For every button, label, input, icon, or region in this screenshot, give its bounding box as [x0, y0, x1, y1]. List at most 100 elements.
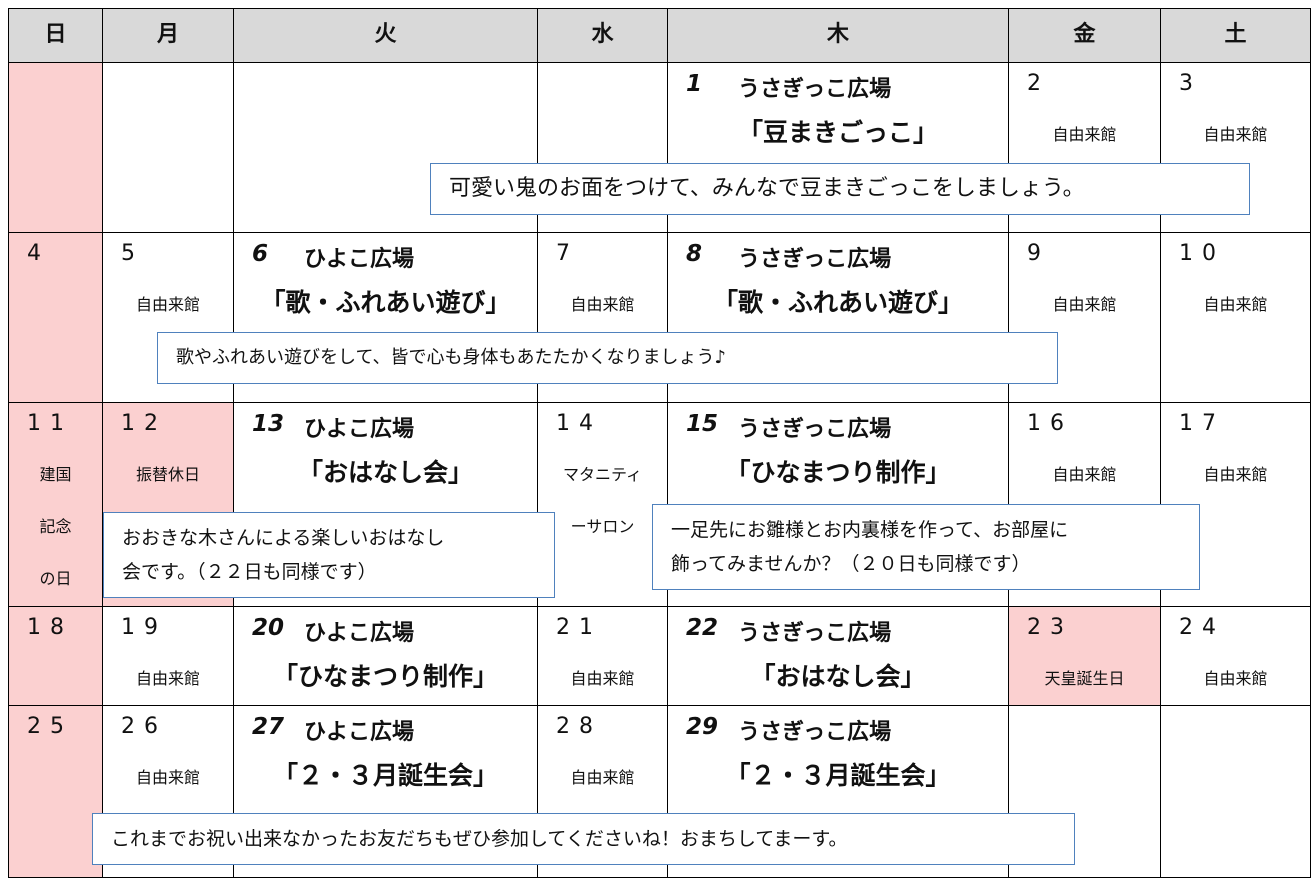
day-number: 2	[1027, 71, 1050, 96]
day-number: 11	[27, 411, 73, 436]
day-number: 25	[27, 714, 73, 739]
day-number: 8	[686, 241, 703, 267]
note-callout: 一足先にお雛様とお内裏様を作って、お部屋に 飾ってみませんか？（２０日も同様です）	[652, 504, 1200, 590]
day-cell: 24 自由来館	[1160, 606, 1311, 706]
day-number: 17	[1179, 411, 1225, 436]
day-note: 自由来館	[1052, 295, 1117, 314]
event-title: うさぎっこ広場	[738, 77, 892, 102]
event-name: 「おはなし会」	[750, 662, 926, 691]
event-name: 「おはなし会」	[297, 458, 473, 487]
day-cell: 22 うさぎっこ広場「おはなし会」	[667, 606, 1009, 706]
day-number: 18	[27, 615, 73, 640]
note-callout: 歌やふれあい遊びをして、皆で心も身体もあたたかくなりましょう♪	[157, 332, 1058, 384]
day-number: 23	[1027, 615, 1073, 640]
day-cell	[102, 62, 234, 233]
day-number: 19	[121, 615, 167, 640]
day-number: 16	[1027, 411, 1073, 436]
day-cell: 19 自由来館	[102, 606, 234, 706]
day-note: 自由来館	[135, 768, 200, 787]
event-title: ひよこ広場	[304, 621, 415, 646]
day-number: 9	[1027, 241, 1050, 266]
day-cell: 4	[8, 232, 103, 403]
event-name: 「ひなまつり制作」	[272, 662, 498, 691]
day-note: 自由来館	[1203, 125, 1268, 144]
event-name: 「歌・ふれあい遊び」	[712, 288, 963, 317]
day-note: の日	[39, 569, 72, 588]
weekday-header: 火	[233, 8, 538, 63]
day-cell	[8, 62, 103, 233]
weekday-header: 木	[667, 8, 1009, 63]
note-text: 可愛い鬼のお面をつけて、みんなで豆まきごっこをしましょう。	[449, 176, 1085, 201]
note-text: 飾ってみませんか？（２０日も同様です）	[671, 553, 1031, 575]
day-note: 自由来館	[1203, 465, 1268, 484]
day-number: 1	[686, 71, 703, 97]
note-text: 会です。（２２日も同様です）	[122, 561, 377, 583]
day-number: 12	[121, 411, 167, 436]
day-note: 振替休日	[135, 465, 200, 484]
event-name: 「２・３月誕生会」	[725, 761, 951, 790]
event-title: うさぎっこ広場	[738, 417, 892, 442]
note-callout: おおきな木さんによる楽しいおはなし 会です。（２２日も同様です）	[103, 512, 555, 598]
day-number: 4	[27, 241, 50, 266]
day-number: 28	[556, 714, 602, 739]
note-callout: 可愛い鬼のお面をつけて、みんなで豆まきごっこをしましょう。	[430, 163, 1250, 215]
day-cell: 14 マタニティーサロン	[537, 402, 668, 607]
day-number: 3	[1179, 71, 1202, 96]
day-number: 6	[252, 241, 269, 267]
event-title: うさぎっこ広場	[738, 621, 892, 646]
event-name: 「２・３月誕生会」	[272, 761, 498, 790]
event-title: うさぎっこ広場	[738, 720, 892, 745]
day-note: マタニティ	[562, 465, 643, 484]
day-number: 20	[252, 615, 285, 641]
day-number: 14	[556, 411, 602, 436]
event-name: 「歌・ふれあい遊び」	[260, 288, 511, 317]
day-number: 13	[252, 411, 285, 437]
day-note: 自由来館	[1052, 125, 1117, 144]
day-note: ーサロン	[570, 517, 635, 536]
note-text: おおきな木さんによる楽しいおはなし	[122, 527, 445, 549]
day-number: 24	[1179, 615, 1225, 640]
day-cell: 25	[8, 705, 103, 878]
note-text: 一足先にお雛様とお内裏様を作って、お部屋に	[671, 519, 1069, 541]
weekday-header: 日	[8, 8, 103, 63]
event-title: ひよこ広場	[304, 720, 415, 745]
day-cell: 18	[8, 606, 103, 706]
day-number: 21	[556, 615, 602, 640]
day-cell: 11 建国記念の日	[8, 402, 103, 607]
day-note: 自由来館	[1052, 465, 1117, 484]
day-cell: 10 自由来館	[1160, 232, 1311, 403]
day-number: 15	[686, 411, 719, 437]
day-number: 10	[1179, 241, 1225, 266]
day-cell: 21 自由来館	[537, 606, 668, 706]
day-note: 自由来館	[1203, 295, 1268, 314]
day-number: 29	[686, 714, 719, 740]
event-name: 「豆まきごっこ」	[737, 118, 938, 147]
day-note: 自由来館	[570, 669, 635, 688]
day-number: 26	[121, 714, 167, 739]
day-note: 自由来館	[135, 295, 200, 314]
day-number: 27	[252, 714, 285, 740]
day-number: 5	[121, 241, 144, 266]
note-callout: これまでお祝い出来なかったお友だちもぜひ参加してくださいね！おまちしてまーす。	[92, 813, 1075, 865]
day-note: 自由来館	[135, 669, 200, 688]
note-text: 歌やふれあい遊びをして、皆で心も身体もあたたかくなりましょう♪	[176, 347, 727, 368]
day-note: 建国	[39, 465, 72, 484]
day-cell	[1160, 705, 1311, 878]
event-name: 「ひなまつり制作」	[725, 458, 951, 487]
day-number: 7	[556, 241, 579, 266]
day-note: 自由来館	[570, 768, 635, 787]
weekday-header: 水	[537, 8, 668, 63]
weekday-header: 金	[1008, 8, 1161, 63]
note-text: これまでお祝い出来なかったお友だちもぜひ参加してくださいね！おまちしてまーす。	[111, 828, 848, 850]
weekday-header: 月	[102, 8, 234, 63]
day-note: 自由来館	[1203, 669, 1268, 688]
event-title: うさぎっこ広場	[738, 247, 892, 272]
day-cell: 20 ひよこ広場「ひなまつり制作」	[233, 606, 538, 706]
day-cell: 23 天皇誕生日	[1008, 606, 1161, 706]
event-title: ひよこ広場	[304, 417, 415, 442]
day-number: 22	[686, 615, 719, 641]
weekday-header: 土	[1160, 8, 1311, 63]
day-note: 記念	[39, 517, 72, 536]
event-title: ひよこ広場	[304, 247, 415, 272]
